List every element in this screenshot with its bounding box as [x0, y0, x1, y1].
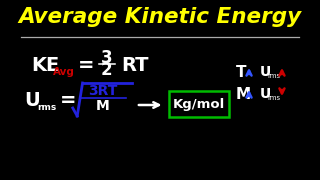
Text: U: U: [25, 91, 40, 109]
Text: rms: rms: [268, 73, 281, 79]
Text: 3: 3: [101, 49, 112, 67]
Text: M: M: [96, 99, 110, 113]
Text: Kg/mol: Kg/mol: [173, 98, 225, 111]
Text: RT: RT: [121, 55, 148, 75]
Text: =: =: [60, 91, 77, 109]
Text: M: M: [236, 87, 251, 102]
Text: 2: 2: [101, 61, 112, 79]
Text: U: U: [260, 87, 271, 101]
Text: T: T: [236, 64, 246, 80]
Bar: [169, 91, 229, 117]
Text: rms: rms: [268, 95, 281, 101]
Text: Average Kinetic Energy: Average Kinetic Energy: [19, 7, 301, 27]
Text: 3RT: 3RT: [88, 84, 118, 98]
Text: rms: rms: [37, 102, 56, 111]
Text: Avg: Avg: [53, 67, 75, 77]
Text: KE: KE: [31, 55, 59, 75]
Text: =: =: [78, 55, 95, 75]
Text: U: U: [260, 65, 271, 79]
